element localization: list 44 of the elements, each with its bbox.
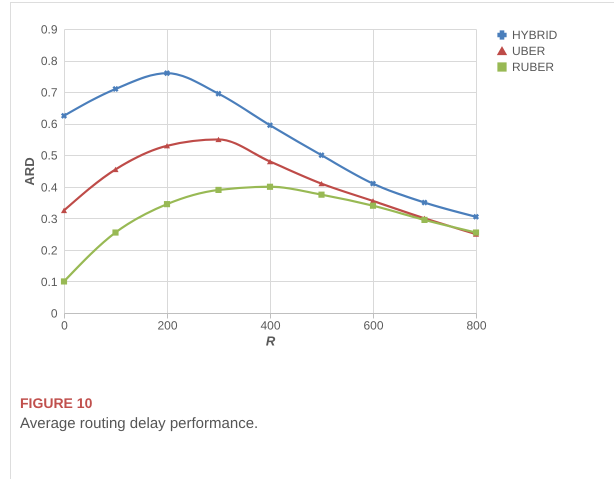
point [318, 152, 325, 158]
y-tick-label: 0.7 [40, 86, 58, 100]
point [164, 70, 170, 76]
point [318, 180, 325, 186]
y-tick-label: 0 [50, 306, 58, 320]
point [60, 278, 68, 285]
y-tick-label: 0.6 [40, 117, 58, 132]
y-tick-label: 0.8 [40, 54, 58, 68]
legend-label: UBER [512, 44, 546, 58]
point [318, 192, 325, 198]
caption: FIGURE 10 [20, 395, 94, 411]
y-axis-title: ARD [22, 157, 37, 186]
point [472, 214, 480, 220]
point [60, 112, 68, 119]
point [215, 136, 222, 142]
y-tick-label: 0.1 [40, 274, 58, 289]
text: Average routing delay performance. [20, 415, 258, 432]
point [421, 200, 428, 206]
y-tick-label: 0.2 [40, 243, 58, 258]
point [215, 90, 222, 97]
point [164, 143, 170, 148]
point [164, 201, 170, 208]
point [266, 122, 274, 128]
point [266, 184, 274, 190]
point [215, 186, 222, 194]
x-tick-label: 800 [466, 318, 487, 332]
x-tick-label: 0 [61, 318, 68, 332]
x-tick-label: 200 [157, 318, 178, 332]
point [112, 229, 119, 236]
point [60, 208, 68, 214]
point [112, 86, 119, 92]
point [266, 158, 274, 164]
y-tick-label: 0.4 [40, 180, 58, 194]
point [370, 180, 376, 187]
point [370, 202, 376, 209]
x-tick-label: 600 [363, 318, 384, 332]
y-tick-label: 0.5 [40, 148, 58, 163]
legend-label: HYBRID [512, 28, 558, 42]
y-tick-label: 0.9 [40, 22, 58, 36]
legend-label: RUBER [512, 60, 554, 74]
y-tick-label: 0.3 [40, 212, 58, 226]
point [112, 166, 119, 172]
x-axis-title: R [266, 334, 276, 348]
x-tick-label: 400 [260, 318, 281, 332]
